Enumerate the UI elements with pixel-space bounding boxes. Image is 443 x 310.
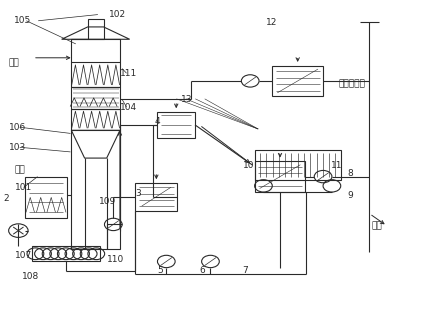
- Text: 105: 105: [14, 16, 31, 25]
- Text: 2: 2: [3, 194, 8, 203]
- Text: 103: 103: [9, 143, 26, 152]
- Bar: [25, 177, 67, 218]
- Text: 3: 3: [136, 189, 141, 198]
- Bar: [31, 246, 100, 261]
- Bar: [255, 161, 305, 192]
- Text: 101: 101: [15, 183, 32, 192]
- Text: 石膏: 石膏: [372, 221, 382, 230]
- Text: 7: 7: [243, 266, 249, 275]
- Bar: [136, 183, 177, 210]
- Bar: [272, 65, 323, 96]
- Text: 102: 102: [109, 10, 126, 19]
- Text: 4: 4: [154, 117, 160, 126]
- Text: 109: 109: [99, 197, 116, 206]
- Text: 11: 11: [331, 161, 342, 170]
- Text: 10: 10: [243, 161, 254, 170]
- Text: 5: 5: [157, 266, 163, 275]
- Text: 钓镄脱硫剂: 钓镄脱硫剂: [338, 80, 365, 89]
- Text: 烟气: 烟气: [15, 165, 26, 174]
- Text: 108: 108: [22, 272, 39, 281]
- Text: 110: 110: [107, 255, 124, 264]
- Text: 104: 104: [120, 103, 137, 112]
- Text: 106: 106: [9, 123, 26, 132]
- Bar: [255, 150, 341, 180]
- Text: 107: 107: [15, 251, 32, 260]
- Bar: [88, 19, 104, 39]
- Text: 6: 6: [199, 266, 205, 275]
- Text: 清水: 清水: [9, 58, 19, 67]
- Text: 12: 12: [266, 18, 277, 27]
- Text: 8: 8: [348, 169, 354, 178]
- Bar: [157, 112, 195, 138]
- Text: 9: 9: [348, 191, 354, 200]
- Text: 111: 111: [120, 69, 137, 78]
- Text: 13: 13: [181, 95, 192, 104]
- Bar: [71, 39, 120, 249]
